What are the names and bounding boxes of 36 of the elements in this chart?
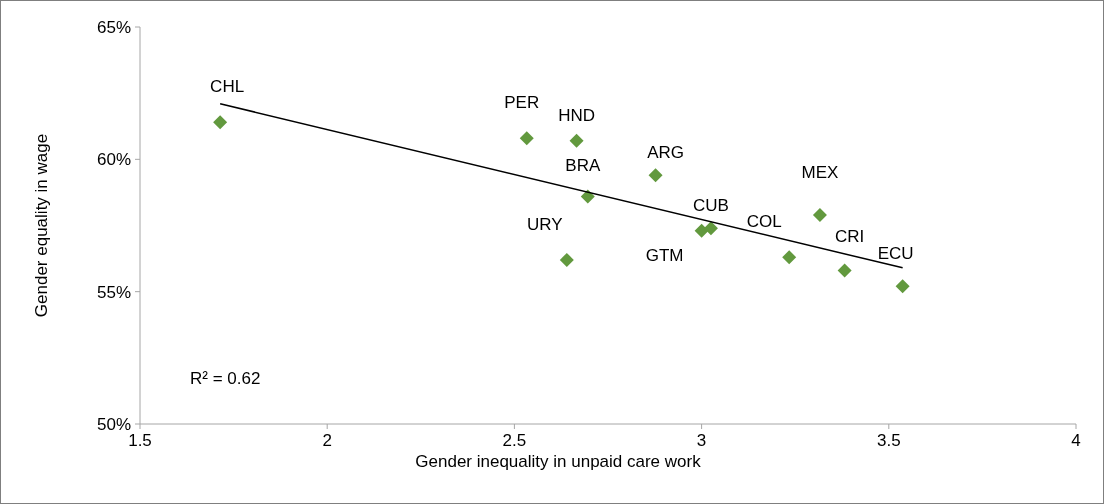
annotation: MEX (801, 162, 839, 182)
point (519, 131, 534, 146)
point (782, 250, 797, 265)
point (559, 252, 574, 267)
point (895, 279, 910, 294)
point (703, 221, 718, 236)
point (694, 223, 709, 238)
annotation: GTM (645, 245, 684, 265)
annotation: CHL (210, 77, 245, 97)
y-tick-label: 65% (96, 17, 131, 37)
point (569, 133, 584, 148)
y-tick-label: 50% (96, 414, 131, 434)
x-tick-label: 4 (1071, 431, 1081, 450)
point (812, 207, 827, 222)
point (837, 263, 852, 278)
annotation: URY (527, 214, 563, 234)
x-tick-label: 3.5 (876, 431, 901, 450)
annotation: ECU (877, 244, 914, 264)
y-tick-label: 55% (96, 282, 131, 302)
y-tick-label: 60% (96, 150, 131, 170)
annotation: CUB (693, 196, 729, 216)
x-tick-label: 3 (696, 431, 707, 450)
annotation: PER (504, 93, 540, 113)
annotation: R² = 0.62 (190, 369, 261, 388)
annotation: COL (746, 212, 782, 232)
point (213, 115, 228, 130)
x-tick-label: 1.5 (128, 431, 152, 450)
annotation: HND (558, 105, 595, 125)
annotation: BRA (565, 156, 601, 176)
annotation: ARG (647, 143, 684, 163)
point (648, 168, 663, 183)
x-tick-label: 2.5 (502, 431, 527, 450)
y-axis-title: Gender equality in wage (32, 133, 51, 318)
x-tick-label: 2 (322, 431, 332, 450)
annotation: CRI (834, 227, 865, 247)
x-axis-title: Gender inequality in unpaid care work (415, 452, 702, 471)
